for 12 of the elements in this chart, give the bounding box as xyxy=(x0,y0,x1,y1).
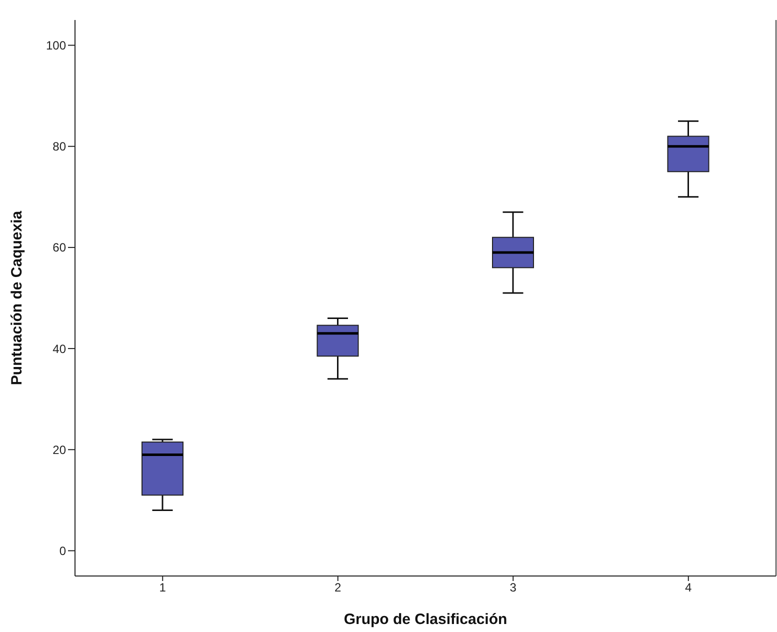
y-axis-title: Puntuación de Caquexia xyxy=(8,210,26,386)
y-tick-label: 40 xyxy=(52,342,66,356)
x-tick-label: 2 xyxy=(334,580,342,595)
x-axis-title: Grupo de Clasificación xyxy=(344,611,508,628)
y-tick-label: 60 xyxy=(52,240,66,255)
x-tick-label: 1 xyxy=(159,580,166,595)
x-tick-label: 3 xyxy=(510,580,517,595)
y-tick-label: 80 xyxy=(52,140,66,154)
x-tick-label: 4 xyxy=(685,580,692,595)
y-tick-label: 20 xyxy=(52,442,66,457)
y-tick-label: 0 xyxy=(59,544,66,558)
y-tick-label: 100 xyxy=(46,38,66,53)
